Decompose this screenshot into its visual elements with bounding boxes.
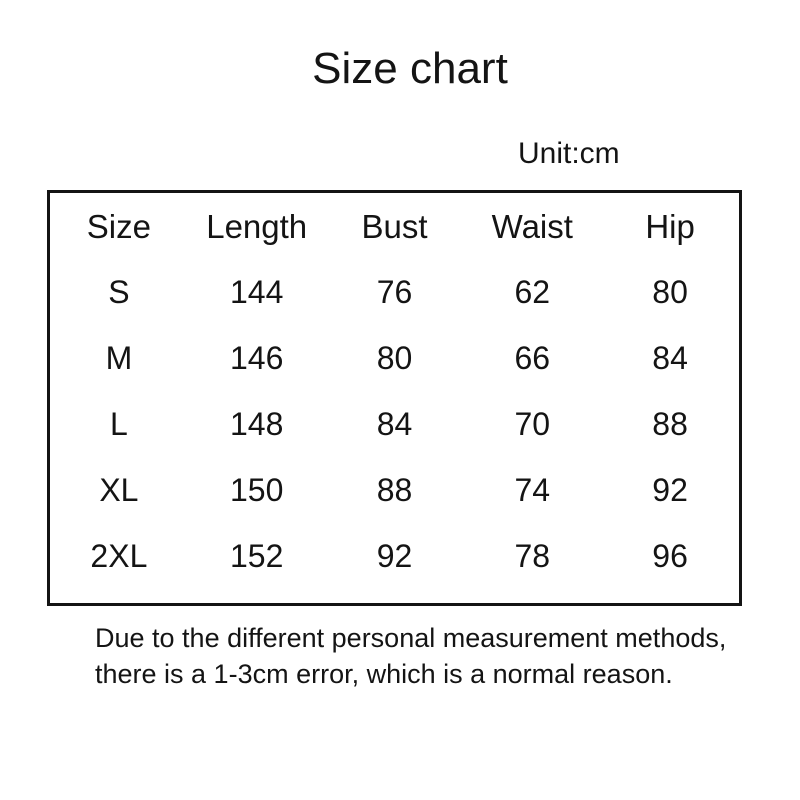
cell-size-m: M: [105, 340, 133, 376]
cell-hip-s: 80: [652, 274, 688, 310]
cell-bust-s: 76: [376, 274, 413, 310]
cell-size-l: L: [110, 406, 128, 442]
cell-waist-m: 66: [514, 340, 551, 376]
column-header-hip: Hip: [645, 207, 695, 245]
disclaimer-line-1: Due to the different personal measuremen…: [95, 623, 727, 653]
cell-length-m: 146: [230, 340, 284, 376]
cell-waist-s: 62: [514, 274, 551, 310]
cell-hip-l: 88: [652, 406, 688, 442]
cell-bust-l: 84: [376, 406, 413, 442]
cell-length-l: 148: [230, 406, 284, 442]
cell-length-xl: 150: [230, 472, 284, 508]
measurement-disclaimer: Due to the different personal measuremen…: [95, 620, 745, 692]
page-title: Size chart: [312, 44, 508, 93]
cell-hip-m: 84: [652, 340, 688, 376]
cell-length-2xl: 152: [230, 538, 284, 574]
cell-waist-l: 70: [514, 406, 551, 442]
cell-length-s: 144: [230, 274, 284, 310]
cell-waist-xl: 74: [514, 472, 551, 508]
cell-bust-m: 80: [376, 340, 413, 376]
column-header-bust: Bust: [361, 207, 428, 245]
cell-size-2xl: 2XL: [90, 538, 148, 574]
cell-bust-2xl: 92: [376, 538, 413, 574]
column-header-size: Size: [86, 207, 151, 245]
cell-size-xl: XL: [99, 472, 139, 508]
size-chart-table: Size Length Bust Waist Hip S 144 76 62 8…: [47, 190, 742, 606]
cell-waist-2xl: 78: [514, 538, 551, 574]
column-header-waist: Waist: [491, 207, 573, 245]
cell-size-s: S: [108, 274, 130, 310]
column-header-length: Length: [206, 207, 308, 245]
cell-bust-xl: 88: [376, 472, 413, 508]
cell-hip-2xl: 96: [652, 538, 688, 574]
unit-label: Unit:cm: [518, 137, 620, 170]
cell-hip-xl: 92: [652, 472, 688, 508]
disclaimer-line-2: there is a 1-3cm error, which is a norma…: [95, 659, 673, 689]
